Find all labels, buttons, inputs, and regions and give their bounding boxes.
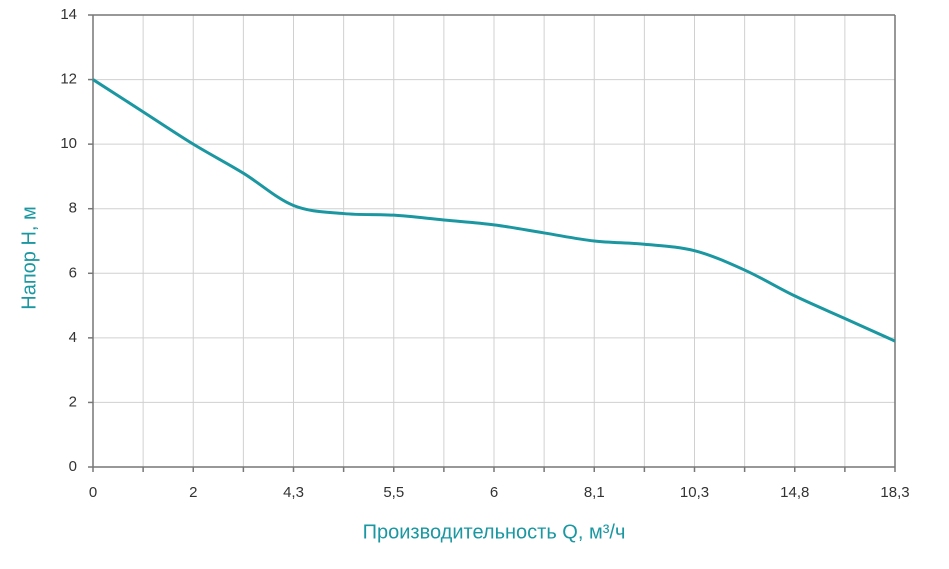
curve [92,78,896,343]
x-axis-title: Производительность Q, м³/ч [363,521,626,543]
x-tick-label: 6 [490,484,498,501]
y-axis-title: Напор Н, м [18,206,40,310]
x-tick-label: 0 [89,484,97,501]
y-tick-label: 4 [69,329,77,346]
y-tick-label: 0 [69,458,77,475]
x-tick-label: 5,5 [383,484,404,501]
x-tick-label: 18,3 [880,484,909,501]
y-tick-label: 14 [60,6,77,23]
x-tick-label: 14,8 [780,484,809,501]
x-tick-label: 4,3 [283,484,304,501]
x-tick-label: 2 [189,484,197,501]
y-tick-label: 6 [69,264,77,281]
y-tick-label: 12 [60,71,77,88]
y-tick-label: 2 [69,393,77,410]
x-tick-label: 8,1 [584,484,605,501]
y-tick-label: 8 [69,200,77,217]
x-tick-label: 10,3 [680,484,709,501]
y-tick-label: 10 [60,135,77,152]
